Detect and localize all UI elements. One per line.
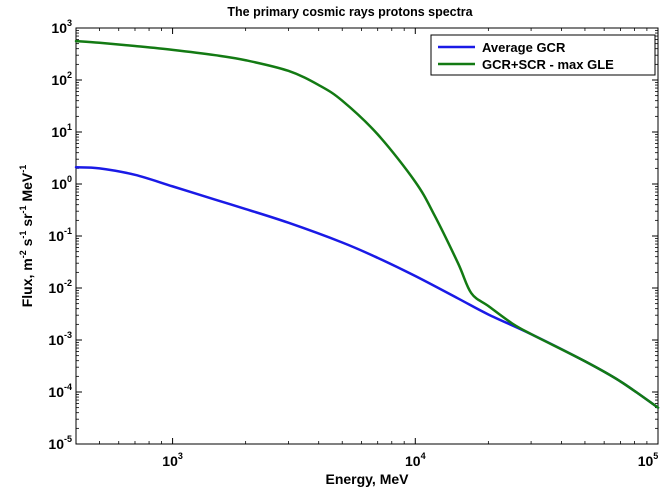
legend-label: Average GCR bbox=[482, 40, 566, 55]
series-line-gcr-scr-max-gle bbox=[74, 39, 660, 409]
y-tick-label: 10-4 bbox=[48, 382, 72, 400]
y-axis-title: Flux, m-2 s-1 sr-1 MeV-1 bbox=[18, 165, 35, 308]
x-tick-label: 104 bbox=[405, 451, 426, 469]
legend-label: GCR+SCR - max GLE bbox=[482, 57, 614, 72]
x-tick-label: 105 bbox=[638, 451, 659, 469]
y-tick-label: 10-5 bbox=[48, 434, 72, 452]
y-tick-label: 103 bbox=[51, 18, 72, 36]
y-tick-label: 100 bbox=[51, 174, 72, 192]
chart-title: The primary cosmic rays protons spectra bbox=[227, 5, 473, 19]
y-tick-label: 102 bbox=[51, 70, 72, 88]
y-tick-label: 10-2 bbox=[48, 278, 72, 296]
plot-area: 103 102 101 100 10-1 10-2 10-3 10-4 10-5 103 104 10… bbox=[18, 18, 660, 487]
x-tick-label: 103 bbox=[162, 451, 183, 469]
legend-box bbox=[430, 34, 656, 76]
y-tick-label: 10-1 bbox=[48, 226, 72, 244]
y-tick-label: 10-3 bbox=[48, 330, 72, 348]
y-tick-label: 101 bbox=[51, 122, 72, 140]
x-axis-title: Energy, MeV bbox=[326, 471, 410, 487]
